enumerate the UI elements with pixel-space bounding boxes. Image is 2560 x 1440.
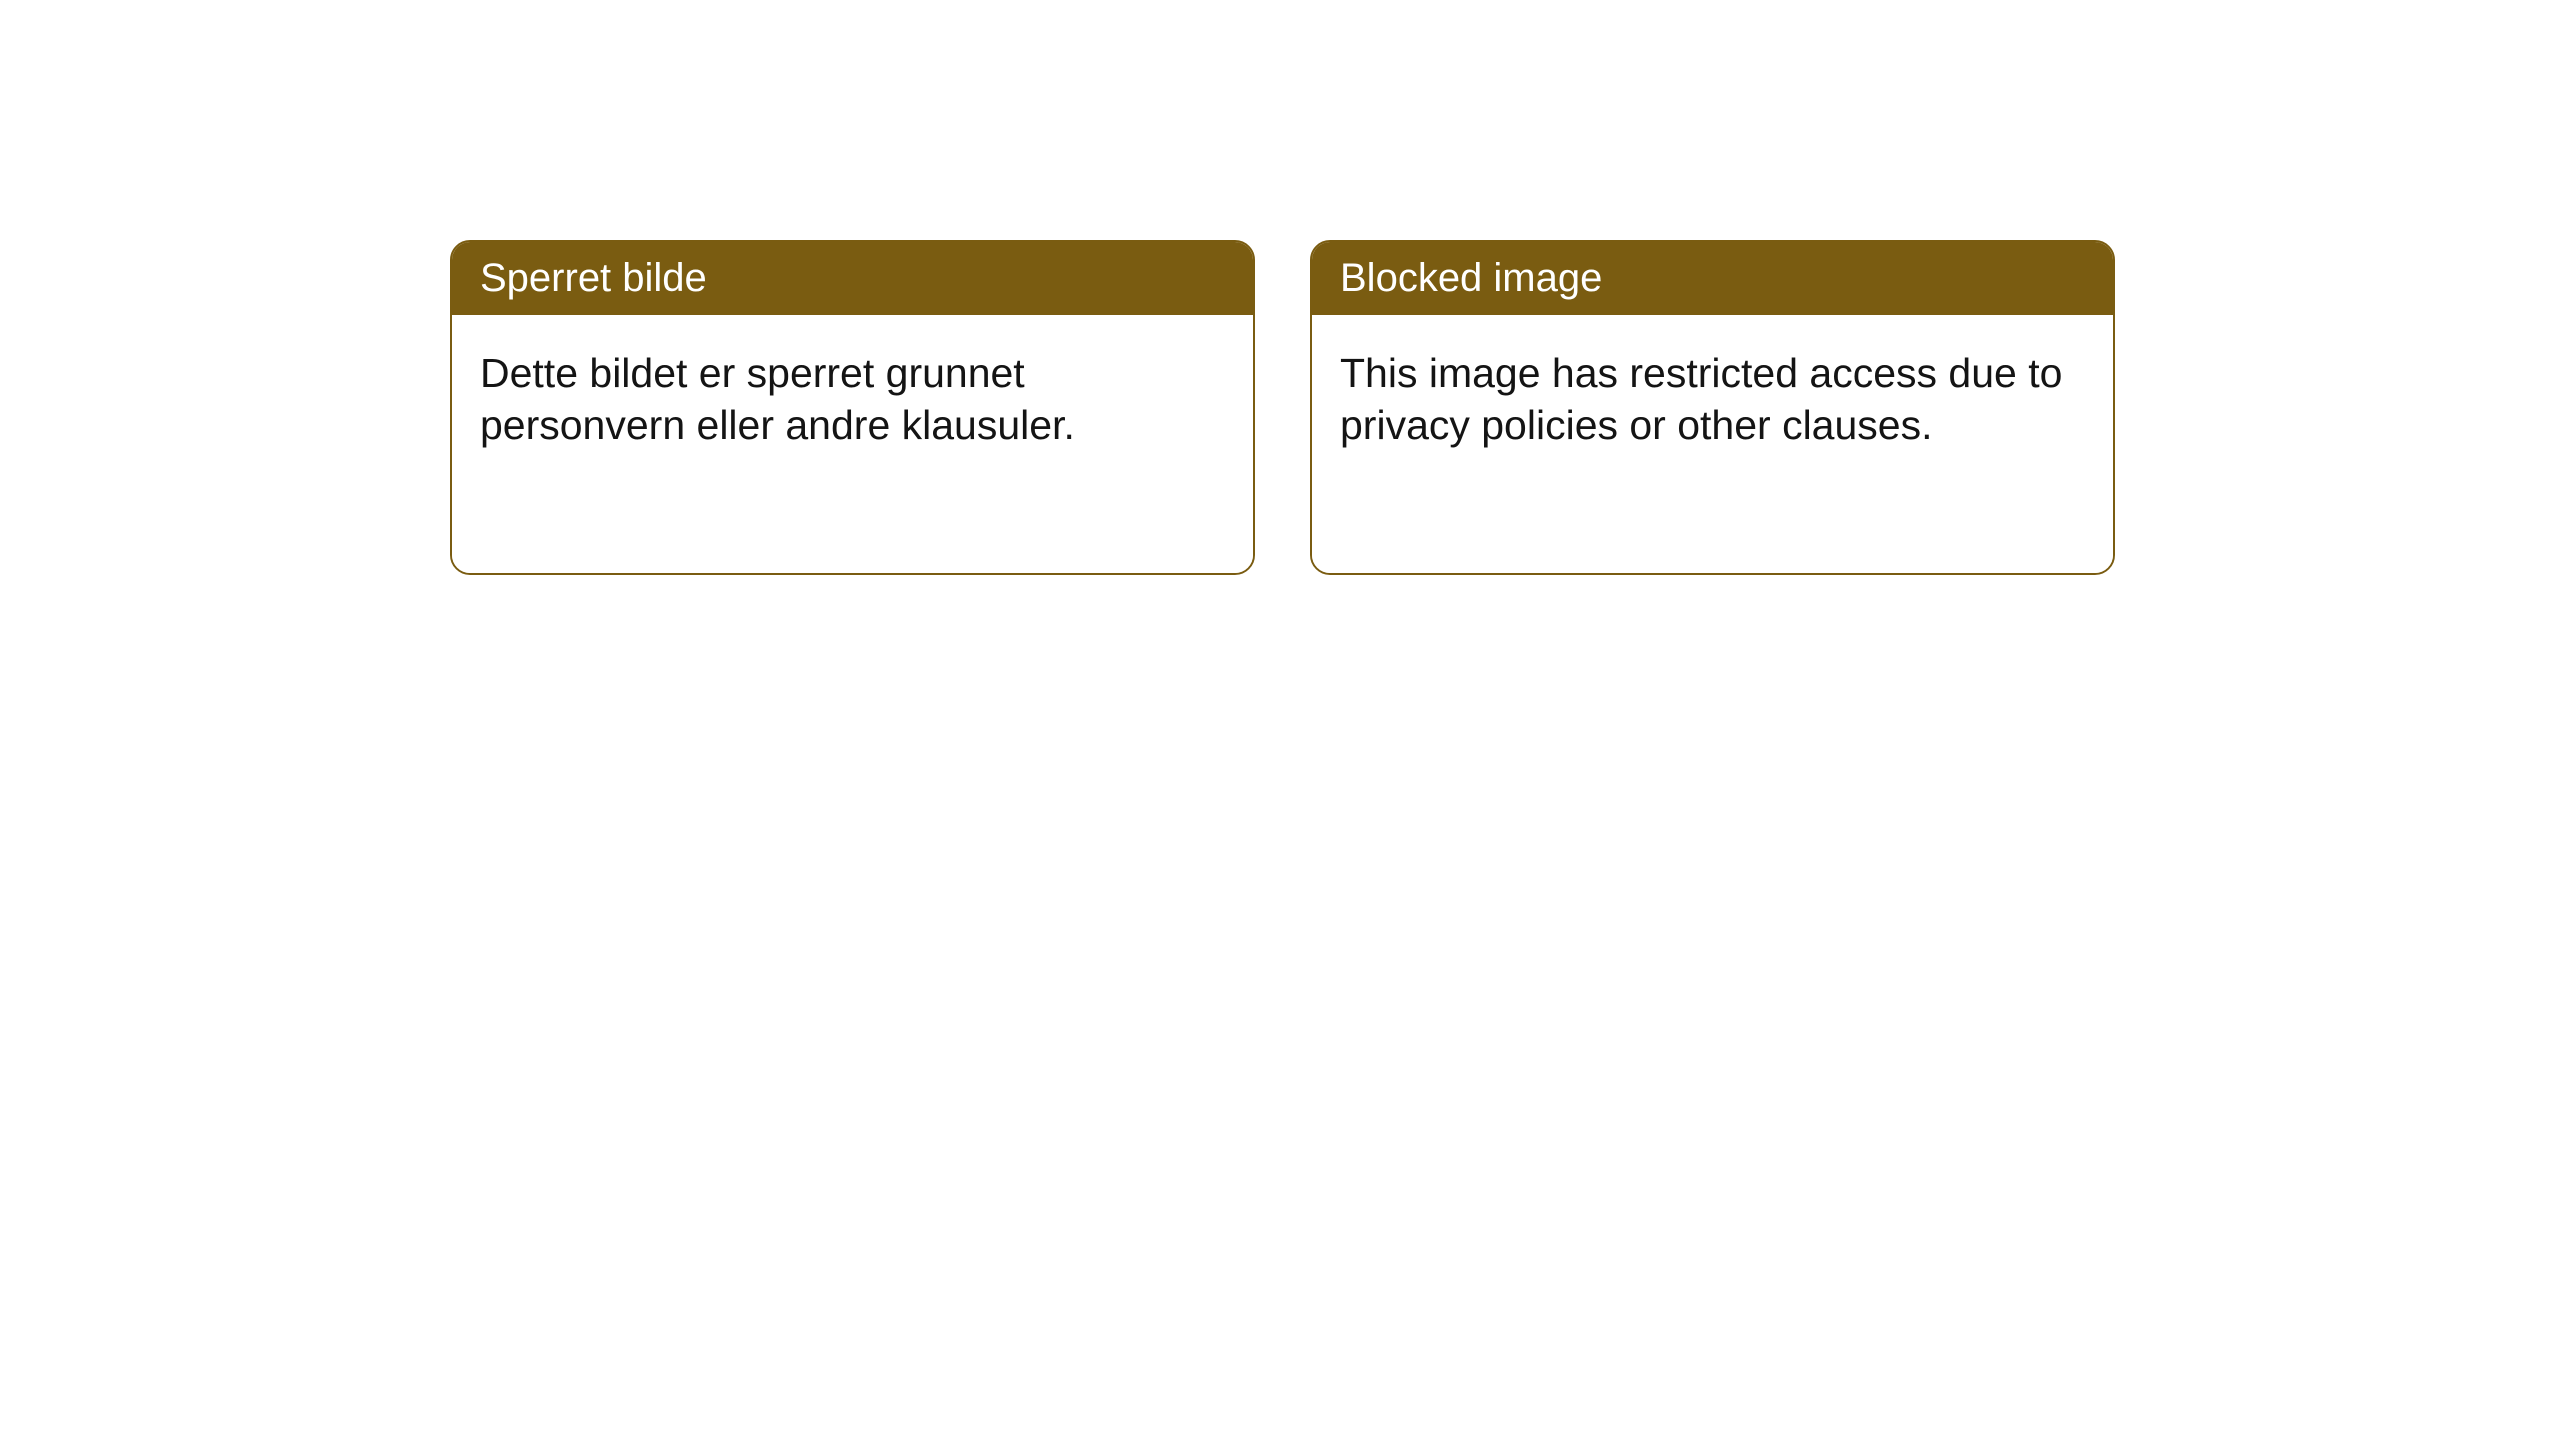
notice-title-en: Blocked image xyxy=(1340,256,1602,300)
notice-card-en: Blocked image This image has restricted … xyxy=(1310,240,2115,575)
notice-header-en: Blocked image xyxy=(1312,242,2113,315)
notice-header-no: Sperret bilde xyxy=(452,242,1253,315)
notice-message-no: Dette bildet er sperret grunnet personve… xyxy=(480,350,1075,448)
notice-message-en: This image has restricted access due to … xyxy=(1340,350,2062,448)
notices-container: Sperret bilde Dette bildet er sperret gr… xyxy=(450,240,2115,575)
notice-card-no: Sperret bilde Dette bildet er sperret gr… xyxy=(450,240,1255,575)
notice-body-no: Dette bildet er sperret grunnet personve… xyxy=(452,315,1253,573)
notice-body-en: This image has restricted access due to … xyxy=(1312,315,2113,573)
notice-title-no: Sperret bilde xyxy=(480,256,707,300)
